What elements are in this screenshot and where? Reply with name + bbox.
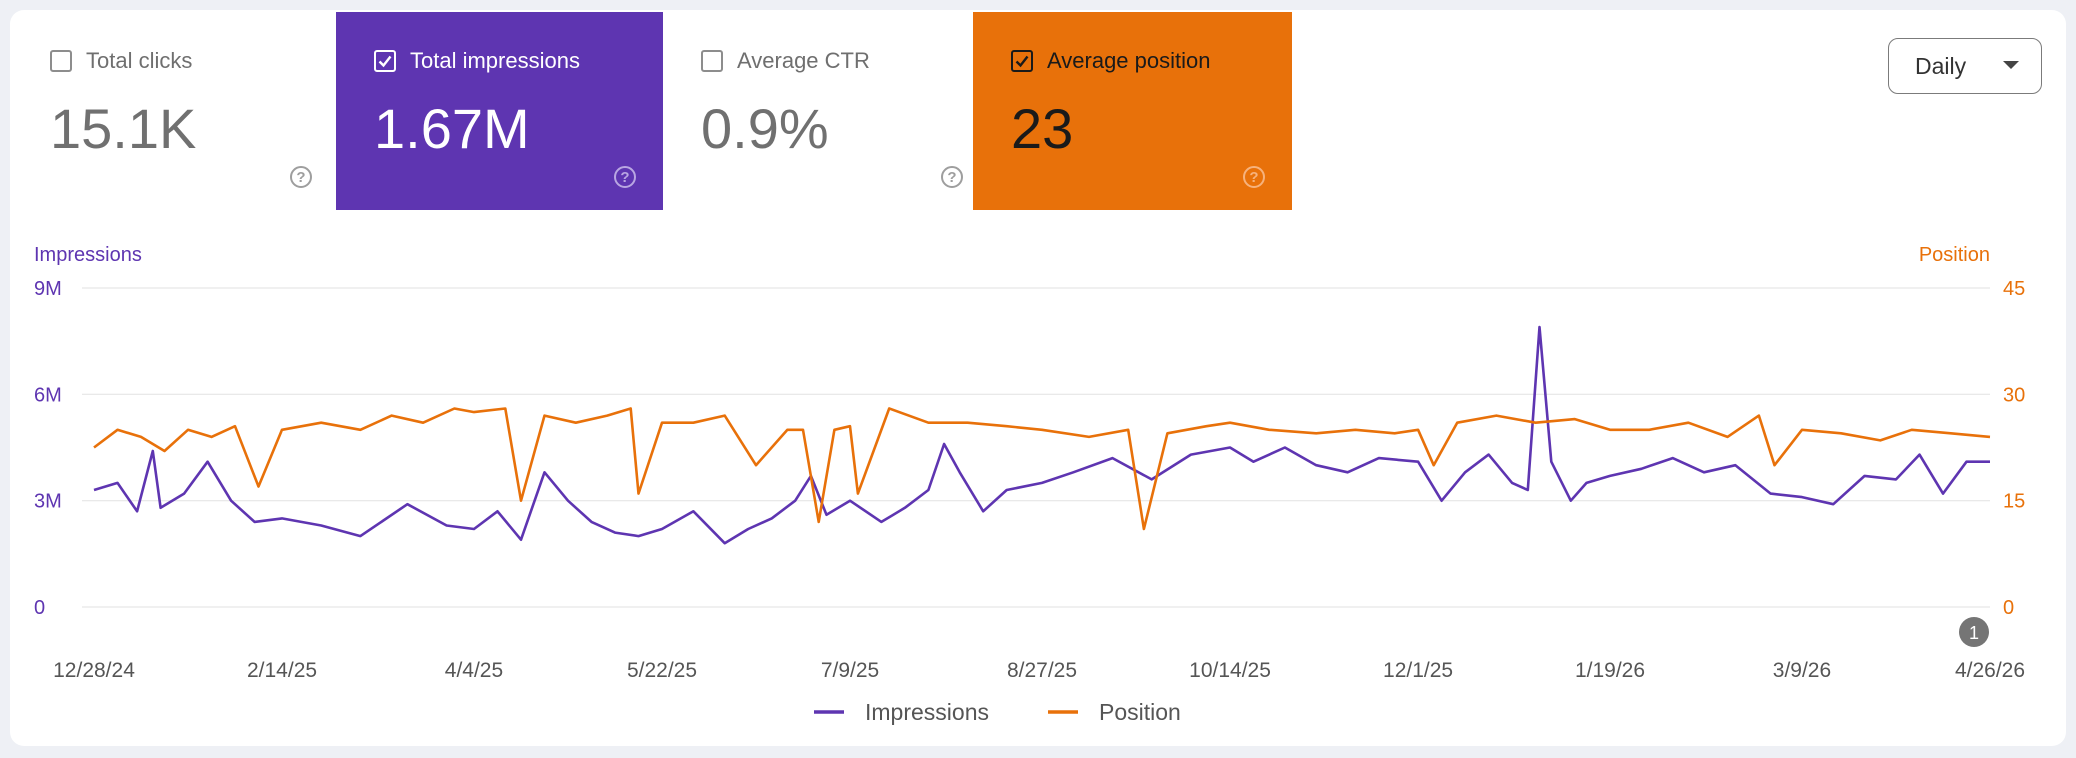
x-tick-label: 4/26/26 xyxy=(1955,659,2025,682)
metric-total-clicks[interactable]: Total clicks 15.1K ? xyxy=(12,12,339,210)
help-icon[interactable]: ? xyxy=(941,166,963,188)
metric-label: Total impressions xyxy=(410,48,580,73)
chart-series xyxy=(93,325,1991,545)
metric-value: 23 xyxy=(1011,97,1074,160)
legend-label[interactable]: Position xyxy=(1099,699,1181,725)
y-right-ticks: 45 30 15 0 xyxy=(2003,278,2025,619)
chart-legend: Impressions Position xyxy=(814,699,1181,725)
metric-label: Average CTR xyxy=(737,48,870,73)
y-left-tick-label: 3M xyxy=(34,491,62,513)
metric-average-position[interactable]: Average position 23 ? xyxy=(973,12,1292,210)
series-line-position xyxy=(93,407,1991,531)
y-left-tick-label: 6M xyxy=(34,384,62,406)
legend-label[interactable]: Impressions xyxy=(865,699,989,725)
x-tick-label: 1/19/26 xyxy=(1575,659,1645,682)
annotation-number: 1 xyxy=(1969,623,1979,643)
checkbox-icon[interactable] xyxy=(50,50,72,72)
x-axis-ticks: 12/28/24 2/14/25 4/4/25 5/22/25 7/9/25 8/27/2… xyxy=(53,659,2025,682)
granularity-dropdown[interactable]: Daily xyxy=(1888,38,2042,94)
y-left-tick-label: 9M xyxy=(34,278,62,300)
y-right-tick-label: 30 xyxy=(2003,384,2025,406)
y-right-tick-label: 15 xyxy=(2003,491,2025,513)
y-right-tick-label: 45 xyxy=(2003,278,2025,300)
help-icon[interactable]: ? xyxy=(290,166,312,188)
checkbox-checked-icon[interactable] xyxy=(374,50,396,72)
checkbox-icon[interactable] xyxy=(701,50,723,72)
x-tick-label: 12/1/25 xyxy=(1383,659,1453,682)
chart-grid xyxy=(82,287,1990,608)
x-tick-label: 5/22/25 xyxy=(627,659,697,682)
performance-card: Total clicks 15.1K ? Total impressions 1… xyxy=(10,10,2066,746)
help-icon[interactable]: ? xyxy=(1243,166,1265,188)
x-tick-label: 12/28/24 xyxy=(53,659,135,682)
x-tick-label: 10/14/25 xyxy=(1189,659,1271,682)
metric-label: Average position xyxy=(1047,48,1211,73)
metric-value: 15.1K xyxy=(50,97,197,160)
metric-average-ctr[interactable]: Average CTR 0.9% ? xyxy=(663,12,990,210)
granularity-value: Daily xyxy=(1915,52,1967,79)
y-right-axis-label: Position xyxy=(1919,244,1990,266)
x-tick-label: 7/9/25 xyxy=(821,659,879,682)
annotation-marker[interactable]: 1 xyxy=(1959,617,1989,647)
metric-label: Total clicks xyxy=(86,48,193,73)
metric-value: 1.67M xyxy=(374,97,530,160)
x-tick-label: 2/14/25 xyxy=(247,659,317,682)
chevron-down-icon xyxy=(2003,61,2019,69)
metric-value: 0.9% xyxy=(701,97,829,160)
y-left-tick-label: 0 xyxy=(34,597,45,619)
help-icon[interactable]: ? xyxy=(614,166,636,188)
x-tick-label: 8/27/25 xyxy=(1007,659,1077,682)
metric-total-impressions[interactable]: Total impressions 1.67M ? xyxy=(336,12,663,210)
annotation-circle[interactable] xyxy=(1959,617,1989,647)
checkbox-checked-icon[interactable] xyxy=(1011,50,1033,72)
x-tick-label: 4/4/25 xyxy=(445,659,503,682)
series-line-impressions xyxy=(93,325,1990,545)
x-tick-label: 3/9/26 xyxy=(1773,659,1831,682)
y-right-tick-label: 0 xyxy=(2003,597,2014,619)
y-left-axis-label: Impressions xyxy=(34,244,142,266)
y-left-ticks: 9M 6M 3M 0 xyxy=(34,278,62,619)
